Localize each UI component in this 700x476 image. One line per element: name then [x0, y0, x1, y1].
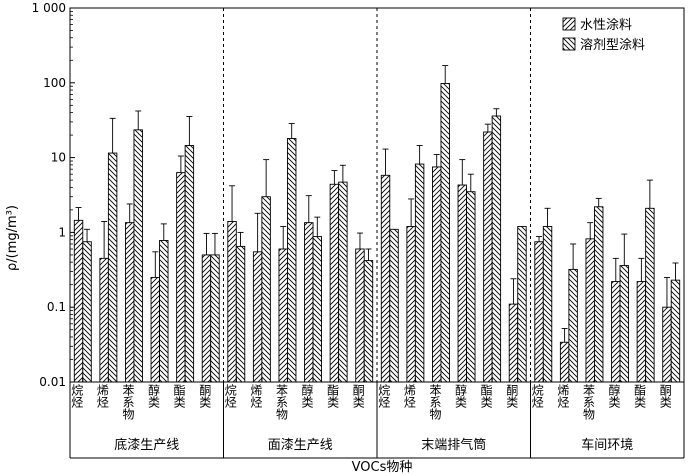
bar — [389, 228, 399, 383]
bar — [176, 172, 186, 383]
bar — [329, 183, 340, 383]
x-tick-label: 苯系物 — [274, 384, 288, 420]
x-axis-title: VOCs物种 — [352, 460, 413, 475]
legend-label: 溶剂型涂料 — [580, 37, 645, 53]
x-tick-label: 醇类 — [147, 383, 161, 409]
x-tick-label: 苯系物 — [121, 384, 135, 420]
bar — [304, 222, 314, 383]
bar — [432, 166, 442, 383]
bar — [150, 276, 160, 383]
x-tick-label: 烷烃 — [377, 384, 391, 409]
y-tick-label: 1 000 — [32, 1, 66, 15]
x-tick-label: 烯烃 — [402, 384, 416, 409]
group-label: 末端排气筒 — [421, 437, 486, 453]
x-tick-label: 酯类 — [172, 384, 186, 409]
x-tick-label: 苯系物 — [428, 384, 442, 420]
x-tick-label: 醇类 — [300, 383, 314, 409]
bar — [414, 163, 425, 383]
x-tick-label: 烯烃 — [95, 384, 109, 409]
bar — [235, 245, 246, 383]
x-tick-label: 烷烃 — [530, 384, 544, 409]
bar — [542, 226, 553, 383]
bar — [355, 248, 365, 383]
bar — [252, 251, 263, 383]
bar — [227, 221, 237, 383]
x-tick-label: 酮类 — [658, 384, 672, 409]
bar — [210, 254, 220, 383]
y-tick-label: 10 — [51, 151, 66, 165]
bar — [619, 265, 629, 383]
x-tick-label: 酯类 — [326, 384, 340, 409]
bar — [508, 303, 519, 383]
bar — [380, 174, 391, 383]
legend-swatch — [562, 17, 576, 31]
y-tick-label: 100 — [43, 76, 66, 90]
bar — [559, 341, 570, 383]
bar — [201, 254, 212, 383]
bar — [73, 219, 84, 383]
bar — [261, 196, 271, 383]
x-tick-label: 烯烃 — [556, 384, 570, 409]
bar — [406, 226, 416, 383]
bar — [278, 248, 288, 383]
group-label: 车间环境 — [581, 437, 633, 453]
bar — [440, 83, 450, 383]
bar — [133, 129, 143, 383]
bar — [99, 257, 109, 383]
x-tick-label: 醇类 — [454, 383, 468, 409]
bars — [73, 65, 681, 383]
bar — [159, 240, 169, 383]
bar — [594, 206, 604, 383]
x-tick-label: 酯类 — [633, 384, 647, 409]
bar — [491, 115, 502, 383]
bar — [466, 191, 476, 383]
bar — [107, 152, 118, 383]
group-label: 底漆生产线 — [114, 437, 179, 453]
bar — [82, 241, 92, 383]
y-tick-label: 0.01 — [39, 375, 66, 389]
x-tick-label: 酮类 — [351, 384, 365, 409]
x-tick-label: 苯系物 — [581, 384, 595, 420]
x-tick-label: 醇类 — [607, 383, 621, 409]
bar — [662, 306, 672, 383]
y-tick-label: 1 — [58, 225, 66, 239]
x-tick-label: 酮类 — [198, 384, 212, 409]
x-tick-label: 烷烃 — [70, 384, 84, 409]
bar — [457, 184, 467, 383]
bar — [585, 238, 595, 383]
bar — [125, 222, 135, 383]
bar — [184, 145, 195, 383]
bar — [312, 236, 322, 383]
bar — [517, 226, 527, 383]
bar — [670, 279, 681, 383]
legend-swatch — [562, 37, 576, 51]
group-dividers — [223, 8, 531, 382]
group-label: 面漆生产线 — [268, 437, 333, 453]
bar — [645, 207, 655, 383]
bar — [611, 281, 621, 383]
bar — [483, 131, 493, 383]
x-tick-label: 酯类 — [479, 384, 493, 409]
bar — [534, 241, 544, 383]
x-tick-label: 烷烃 — [223, 384, 237, 409]
bar — [568, 268, 578, 383]
y-tick-label: 0.1 — [47, 300, 66, 314]
bar — [363, 260, 374, 383]
y-axis-title: ρ/(mg/m³) — [5, 205, 20, 271]
legend-label: 水性涂料 — [580, 17, 632, 33]
x-tick-label: 烯烃 — [249, 384, 263, 409]
bar — [636, 281, 647, 383]
x-tick-label: 酮类 — [505, 384, 519, 409]
bar — [338, 181, 348, 383]
bar — [287, 138, 297, 383]
